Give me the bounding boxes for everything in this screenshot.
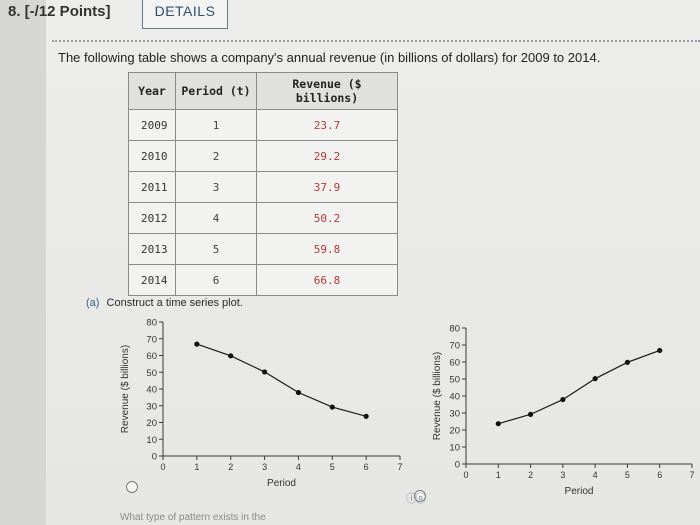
choice-radio-2[interactable] — [414, 490, 426, 502]
table-row: 2014 6 66.8 — [128, 264, 398, 296]
cell-year: 2010 — [128, 140, 176, 172]
x-tick-label: 2 — [528, 470, 533, 480]
y-tick-label: 40 — [449, 392, 460, 403]
y-tick-label: 0 — [455, 460, 460, 471]
series-line — [196, 343, 367, 417]
table-row: 2010 2 29.2 — [128, 140, 398, 172]
choice-radio-1[interactable] — [126, 481, 138, 493]
y-tick-label: 10 — [449, 443, 460, 454]
y-tick-label: 80 — [449, 324, 460, 335]
y-tick-label: 70 — [449, 341, 460, 352]
table-row: 2013 5 59.8 — [128, 233, 398, 265]
x-tick-label: 3 — [560, 470, 565, 480]
y-tick-label: 0 — [152, 452, 157, 463]
y-tick-label: 50 — [449, 375, 460, 386]
y-tick-label: 10 — [146, 435, 157, 446]
cell-period: 3 — [175, 171, 257, 203]
y-axis-label: Revenue ($ billions) — [432, 352, 443, 440]
col-header-period: Period (t) — [175, 72, 257, 110]
details-button[interactable]: DETAILS — [142, 0, 228, 29]
cell-revenue: 66.8 — [256, 264, 398, 296]
data-point — [329, 404, 335, 410]
data-point — [560, 396, 566, 403]
table-header-row: Year Period (t) Revenue ($ billions) — [128, 72, 398, 110]
cell-year: 2013 — [128, 233, 176, 265]
data-point — [194, 341, 200, 347]
x-tick-label: 1 — [194, 462, 199, 472]
y-tick-label: 20 — [449, 426, 460, 437]
y-tick-label: 30 — [449, 409, 460, 420]
cell-year: 2009 — [128, 109, 176, 141]
y-axis-label: Revenue ($ billions) — [120, 345, 131, 433]
cell-year: 2012 — [128, 202, 176, 234]
cell-period: 1 — [175, 109, 257, 141]
x-tick-label: 6 — [657, 470, 662, 480]
data-point — [363, 413, 369, 419]
x-tick-label: 4 — [593, 470, 598, 480]
y-tick-label: 60 — [449, 358, 460, 369]
x-tick-label: 6 — [364, 462, 369, 472]
x-tick-label: 7 — [397, 462, 402, 472]
table-row: 2011 3 37.9 — [128, 171, 398, 203]
question-number: 8. [-/12 Points] — [8, 3, 111, 20]
cell-revenue: 37.9 — [256, 171, 398, 203]
x-tick-label: 2 — [228, 462, 233, 472]
data-point — [527, 411, 534, 417]
table-row: 2012 4 50.2 — [128, 202, 398, 234]
cell-revenue: 59.8 — [256, 233, 398, 265]
x-tick-label: 7 — [689, 470, 694, 480]
x-tick-label: 5 — [625, 470, 630, 480]
x-tick-label: 0 — [160, 462, 165, 472]
header-divider — [52, 40, 700, 42]
data-point — [657, 347, 663, 354]
y-tick-label: 30 — [146, 401, 157, 412]
data-point — [261, 369, 268, 375]
col-header-year: Year — [128, 72, 176, 110]
data-point — [228, 353, 234, 359]
y-tick-label: 20 — [146, 418, 157, 429]
x-tick-label: 1 — [496, 470, 501, 480]
x-tick-label: 4 — [296, 462, 301, 472]
part-a-text: Construct a time series plot. — [106, 297, 243, 309]
revenue-table: Year Period (t) Revenue ($ billions) 200… — [128, 72, 398, 296]
y-tick-label: 40 — [146, 385, 157, 396]
cell-revenue: 50.2 — [256, 202, 398, 234]
y-tick-label: 80 — [146, 318, 157, 329]
series-line — [498, 349, 660, 425]
answer-choice-chart-2: 0 10 20 30 40 50 60 70 80 0 1 2 3 4 5 6 7 Period Revenue (… — [428, 318, 700, 510]
cell-period: 4 — [175, 202, 257, 234]
y-tick-label: 50 — [146, 368, 157, 379]
next-question-text: What type of pattern exists in the — [120, 512, 266, 523]
y-tick-label: 70 — [146, 334, 157, 345]
data-point — [592, 376, 598, 382]
cell-period: 5 — [175, 233, 257, 265]
table-row: 2009 1 23.7 — [128, 109, 398, 141]
cell-revenue: 23.7 — [256, 109, 398, 141]
cell-revenue: 29.2 — [256, 140, 398, 172]
x-tick-label: 5 — [330, 462, 335, 472]
cell-year: 2011 — [128, 171, 176, 203]
cell-year: 2014 — [128, 264, 176, 296]
x-axis-label: Period — [565, 486, 594, 497]
question-prompt: The following table shows a company's an… — [58, 50, 601, 65]
left-margin — [0, 0, 46, 525]
x-tick-label: 3 — [262, 462, 267, 472]
part-a-instruction: (a) Construct a time series plot. — [86, 297, 243, 309]
x-tick-label: 0 — [463, 470, 468, 480]
info-icon[interactable]: ⓘⓞ — [406, 493, 426, 505]
data-point — [295, 389, 302, 396]
col-header-revenue: Revenue ($ billions) — [256, 72, 398, 110]
cell-period: 6 — [175, 264, 257, 296]
answer-choice-chart-1: 0 10 20 30 40 50 60 70 80 0 1 2 3 4 5 6 7 Period Revenue (… — [110, 312, 410, 497]
x-axis-label: Period — [267, 478, 296, 489]
table-body: 2009 1 23.7 2010 2 29.2 2011 3 37.9 2012 4 50.2 2013… — [128, 109, 398, 296]
cell-period: 2 — [175, 140, 257, 172]
data-point — [624, 359, 631, 365]
y-tick-label: 60 — [146, 351, 157, 362]
data-point — [495, 421, 501, 427]
part-a-label: (a) — [86, 297, 100, 309]
question-header-bar — [0, 0, 700, 30]
